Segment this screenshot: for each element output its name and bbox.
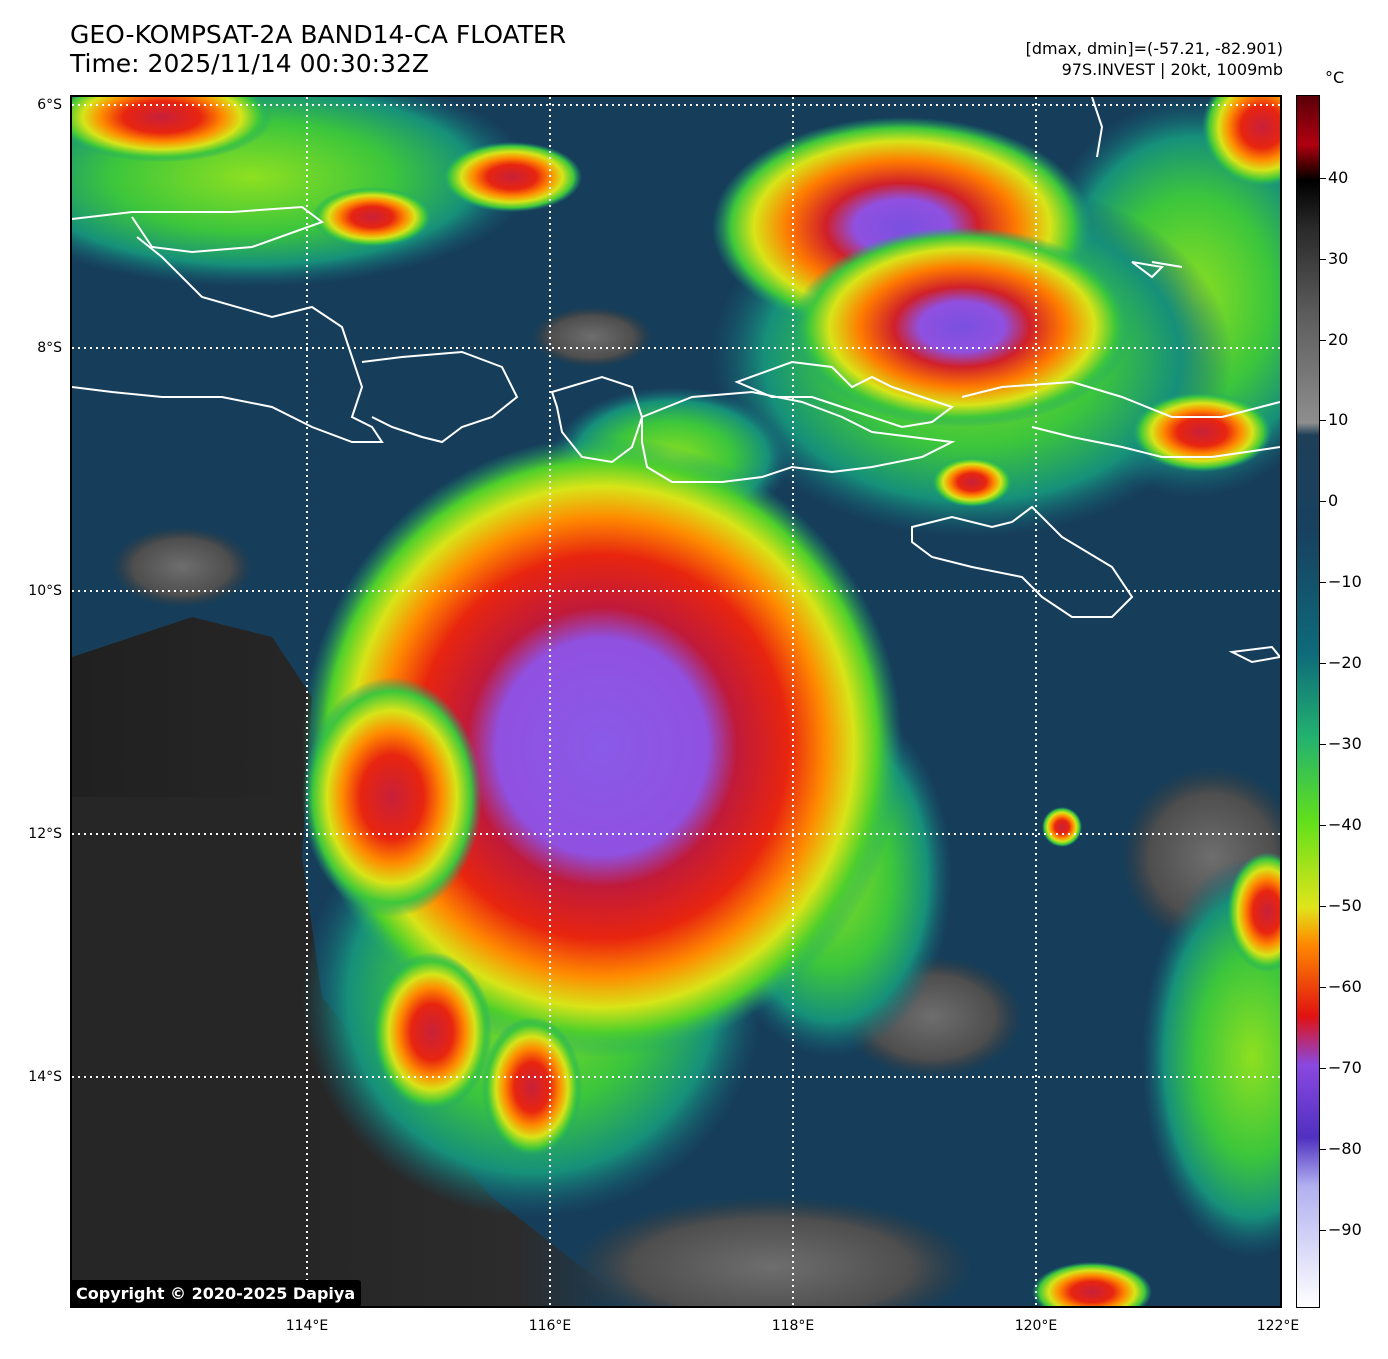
lat-label-8s: 8°S [37, 340, 62, 356]
colorbar-label: −90 [1328, 1220, 1362, 1239]
colorbar-label: 40 [1328, 168, 1349, 187]
lon-label-116e: 116°E [528, 1318, 572, 1334]
colorbar-tick [1320, 178, 1326, 179]
colorbar-tick [1320, 1068, 1326, 1069]
colorbar-label: −40 [1328, 815, 1362, 834]
lat-label-12s: 12°S [28, 826, 62, 842]
title-line-2: Time: 2025/11/14 00:30:32Z [70, 49, 429, 78]
colorbar-tick [1320, 259, 1326, 260]
colorbar-label: −10 [1328, 572, 1362, 591]
meta-line-2: 97S.INVEST | 20kt, 1009mb [1061, 60, 1283, 79]
colorbar-tick [1320, 987, 1326, 988]
colorbar-tick [1320, 420, 1326, 421]
storm-meta: [dmax, dmin]=(-57.21, -82.901) 97S.INVES… [1026, 38, 1283, 80]
colorbar-label: −80 [1328, 1139, 1362, 1158]
colorbar-label: 20 [1328, 330, 1349, 349]
copyright-badge: Copyright © 2020-2025 Dapiya [70, 1280, 362, 1307]
colorbar-tick [1320, 582, 1326, 583]
lat-label-6s: 6°S [37, 97, 62, 113]
colorbar-label: 10 [1328, 410, 1349, 429]
satellite-image [72, 97, 1280, 1306]
lon-label-118e: 118°E [771, 1318, 815, 1334]
colorbar-label: −60 [1328, 977, 1362, 996]
colorbar-tick [1320, 340, 1326, 341]
colorbar-tick [1320, 825, 1326, 826]
colorbar-tick [1320, 501, 1326, 502]
colorbar-unit: °C [1325, 68, 1345, 87]
colorbar-label: −50 [1328, 896, 1362, 915]
chart-title: GEO-KOMPSAT-2A BAND14-CA FLOATER Time: 2… [70, 20, 566, 78]
colorbar-tick [1320, 663, 1326, 664]
colorbar-label: −30 [1328, 734, 1362, 753]
title-line-1: GEO-KOMPSAT-2A BAND14-CA FLOATER [70, 20, 567, 49]
coastlines [72, 97, 1280, 664]
colorbar-tick [1320, 1230, 1326, 1231]
colorbar-label: 0 [1328, 491, 1339, 510]
lat-label-10s: 10°S [28, 583, 62, 599]
colorbar-tick [1320, 744, 1326, 745]
temperature-colorbar [1296, 95, 1320, 1308]
meta-line-1: [dmax, dmin]=(-57.21, -82.901) [1025, 39, 1283, 58]
colorbar-tick [1320, 1149, 1326, 1150]
colorbar-label: −20 [1328, 653, 1362, 672]
lon-label-122e: 122°E [1256, 1318, 1300, 1334]
lat-label-14s: 14°S [28, 1069, 62, 1085]
lon-label-114e: 114°E [285, 1318, 329, 1334]
lon-label-120e: 120°E [1014, 1318, 1058, 1334]
colorbar-label: 30 [1328, 249, 1349, 268]
satellite-map [70, 95, 1282, 1308]
colorbar-label: −70 [1328, 1058, 1362, 1077]
colorbar-tick [1320, 906, 1326, 907]
